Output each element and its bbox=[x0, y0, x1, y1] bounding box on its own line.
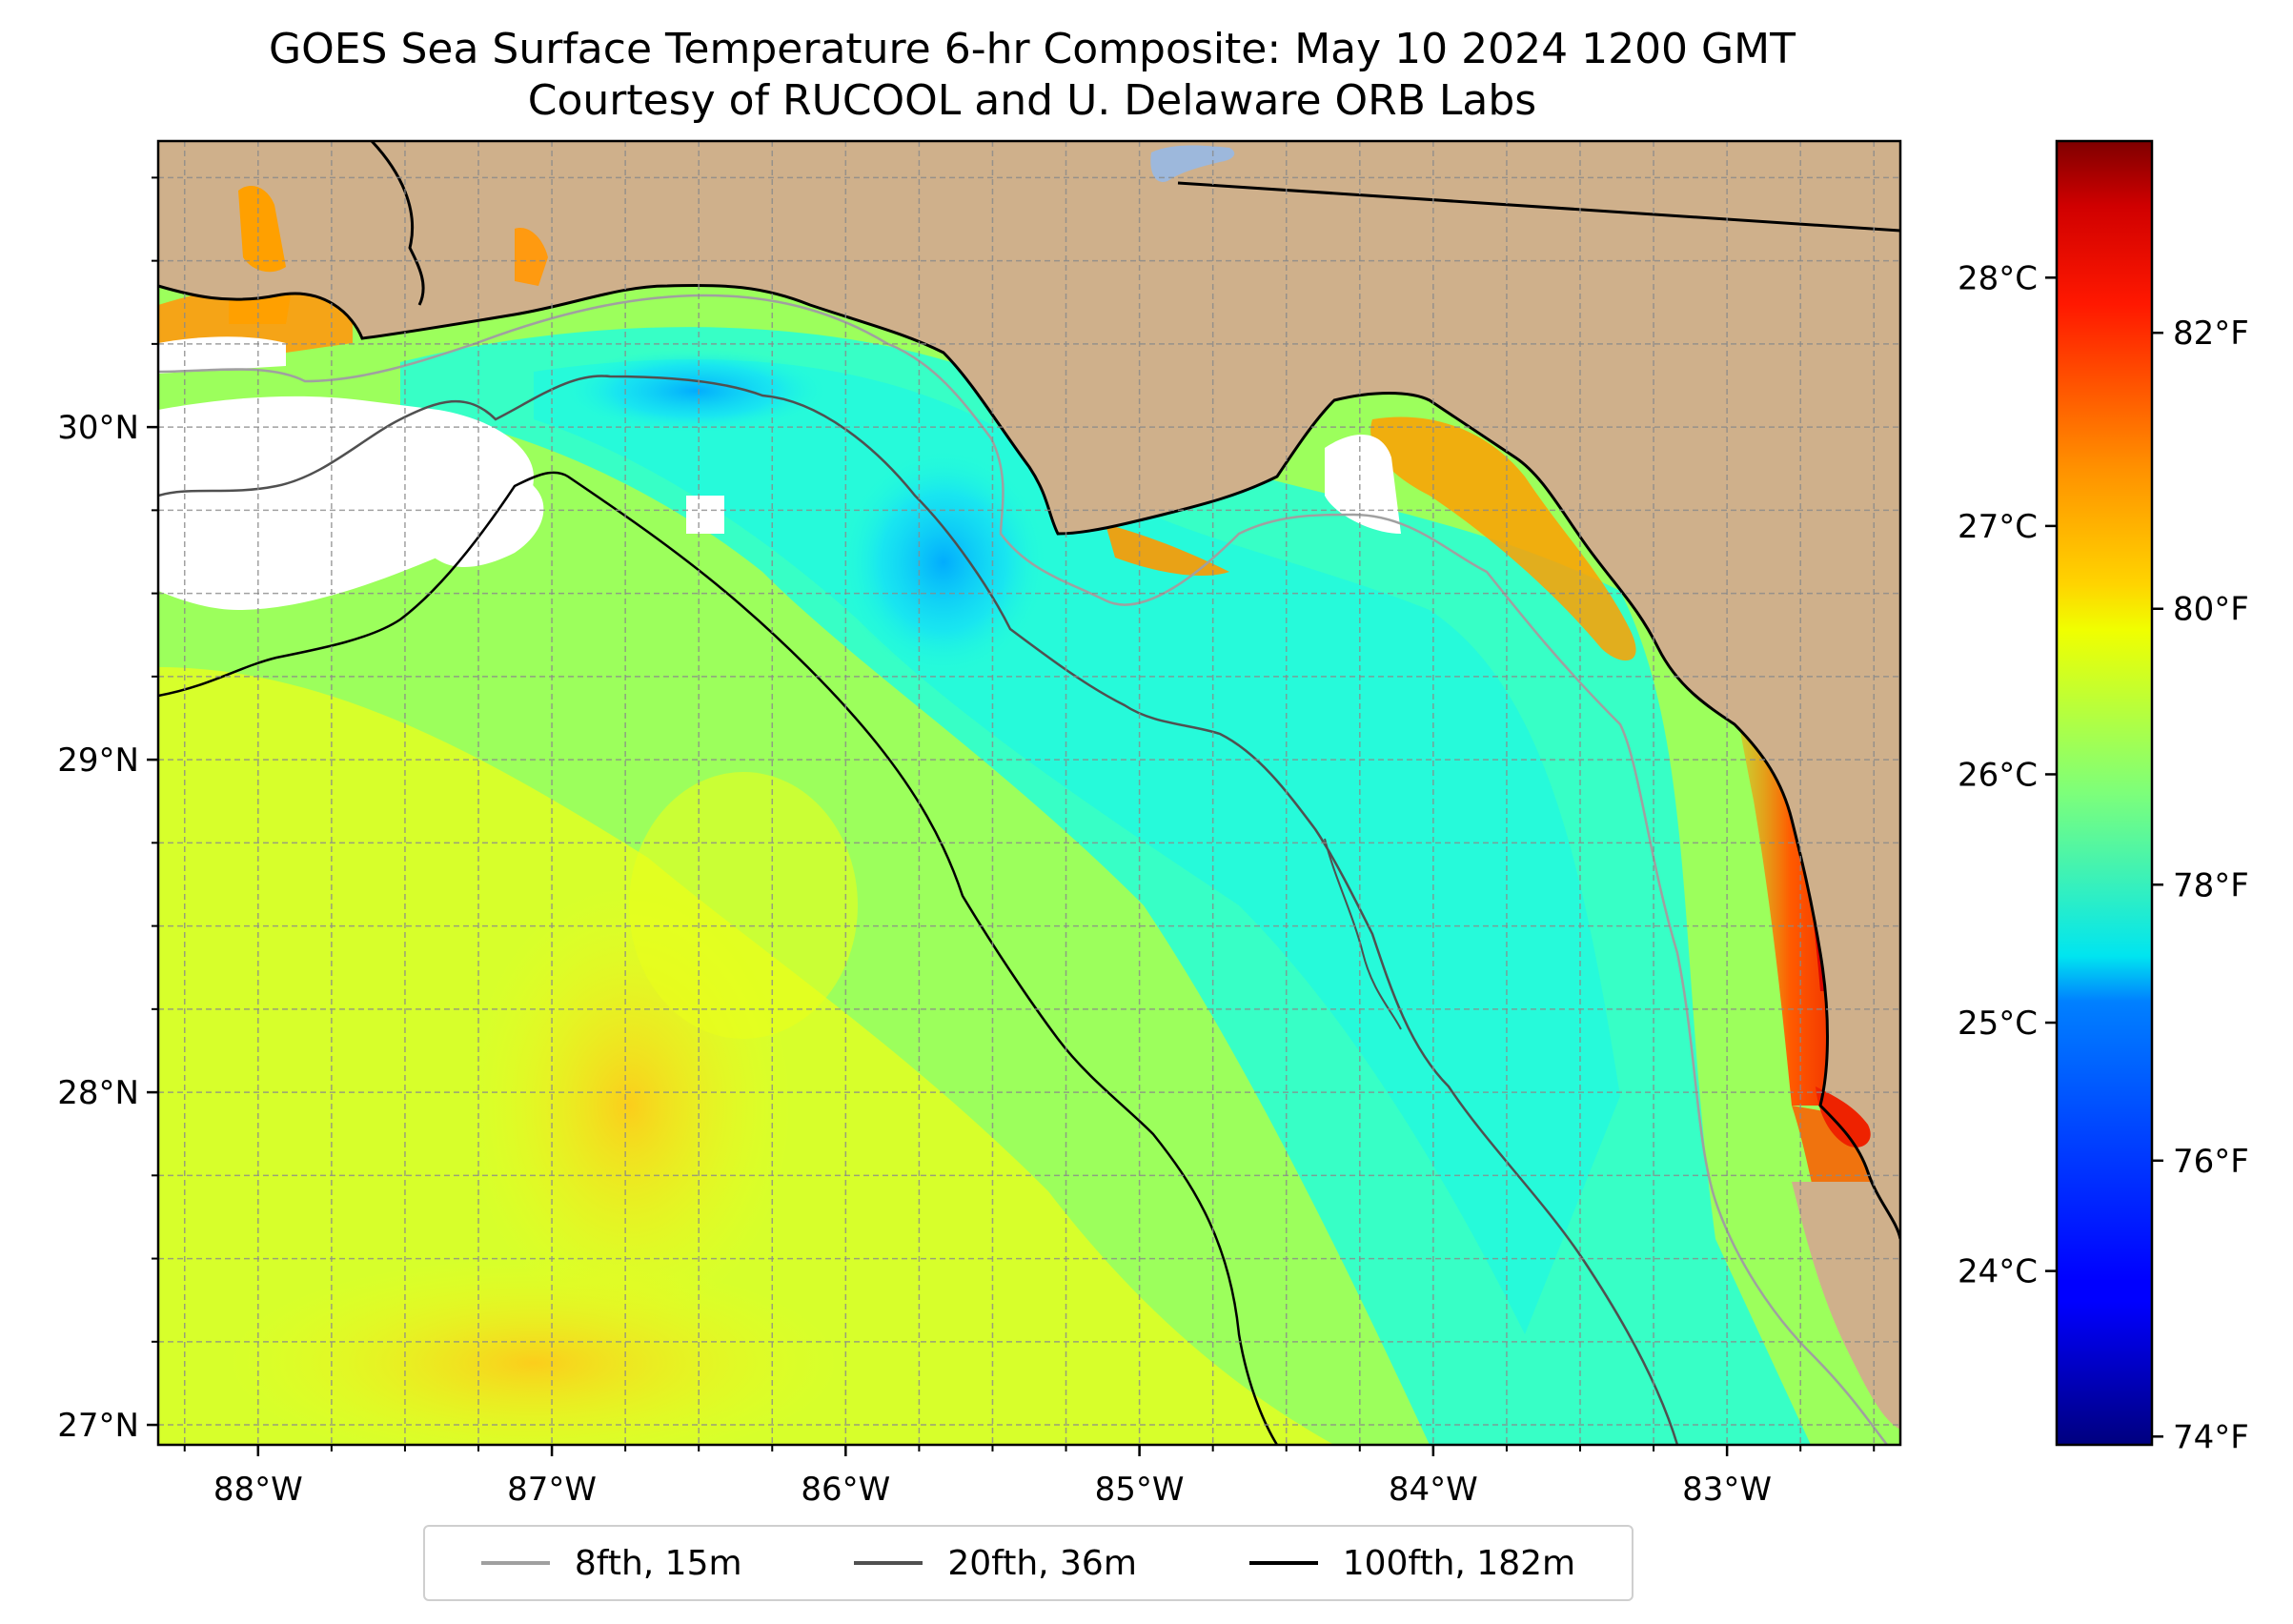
legend-swatch-100fth bbox=[1248, 1561, 1318, 1565]
lon-tick-label: 87°W bbox=[507, 1471, 597, 1509]
legend-label-20fth: 20fth, 36m bbox=[947, 1543, 1137, 1583]
celsius-tick-label: 28°C bbox=[1958, 259, 2038, 297]
fahrenheit-tick-label: 80°F bbox=[2173, 591, 2249, 629]
lon-tick-label: 85°W bbox=[1095, 1471, 1185, 1509]
colorbar: 28°C 27°C 26°C 25°C 24°C 82°F 80°F 78°F 76°F 74°F bbox=[1958, 139, 2249, 1456]
colorbar-ticks: 28°C 27°C 26°C 25°C 24°C 82°F 80°F 78°F 76°F 74°F bbox=[1958, 259, 2249, 1456]
legend-label-100fth: 100fth, 182m bbox=[1342, 1543, 1576, 1583]
lon-tick-label: 88°W bbox=[213, 1471, 303, 1509]
lon-tick-label: 84°W bbox=[1389, 1471, 1478, 1509]
fahrenheit-tick-label: 74°F bbox=[2173, 1418, 2249, 1456]
fahrenheit-tick-label: 76°F bbox=[2173, 1143, 2249, 1181]
celsius-tick-label: 26°C bbox=[1958, 756, 2038, 794]
legend-label-8fth: 8fth, 15m bbox=[574, 1543, 742, 1583]
coastline-layer bbox=[158, 141, 1900, 1240]
lon-tick-label: 86°W bbox=[801, 1471, 890, 1509]
celsius-tick-label: 25°C bbox=[1958, 1005, 2038, 1043]
lat-tick-label: 28°N bbox=[57, 1074, 139, 1112]
legend-item-20fth: 20fth, 36m bbox=[854, 1544, 1137, 1583]
celsius-tick-label: 24°C bbox=[1958, 1253, 2038, 1291]
map-frame bbox=[156, 139, 1902, 1447]
lat-tick-label: 30°N bbox=[57, 409, 139, 447]
lat-tick-label: 27°N bbox=[57, 1407, 139, 1445]
map-title: GOES Sea Surface Temperature 6-hr Compos… bbox=[269, 25, 1796, 73]
lat-tick-label: 29°N bbox=[57, 741, 139, 780]
legend-swatch-8fth bbox=[480, 1561, 550, 1565]
fahrenheit-tick-label: 78°F bbox=[2173, 866, 2249, 904]
legend-swatch-20fth bbox=[854, 1561, 923, 1565]
legend-item-100fth: 100fth, 182m bbox=[1248, 1543, 1576, 1583]
map-subtitle: Courtesy of RUCOOL and U. Delaware ORB L… bbox=[527, 76, 1537, 125]
celsius-tick-label: 27°C bbox=[1958, 508, 2038, 546]
colorbar-gradient bbox=[2055, 139, 2154, 1447]
map-axis-ticks: 88°W 87°W 86°W 85°W 84°W 83°W 30°N 29°N 28°N 27°N bbox=[57, 176, 1876, 1509]
map-gridlines bbox=[158, 141, 1900, 1445]
sst-field bbox=[158, 141, 1900, 1445]
fahrenheit-tick-label: 82°F bbox=[2173, 315, 2249, 353]
legend-item-8fth: 8fth, 15m bbox=[480, 1543, 742, 1583]
lon-tick-label: 83°W bbox=[1682, 1471, 1772, 1509]
contour-legend: 8fth, 15m 20fth, 36m 100fth, 182m bbox=[423, 1525, 1634, 1601]
